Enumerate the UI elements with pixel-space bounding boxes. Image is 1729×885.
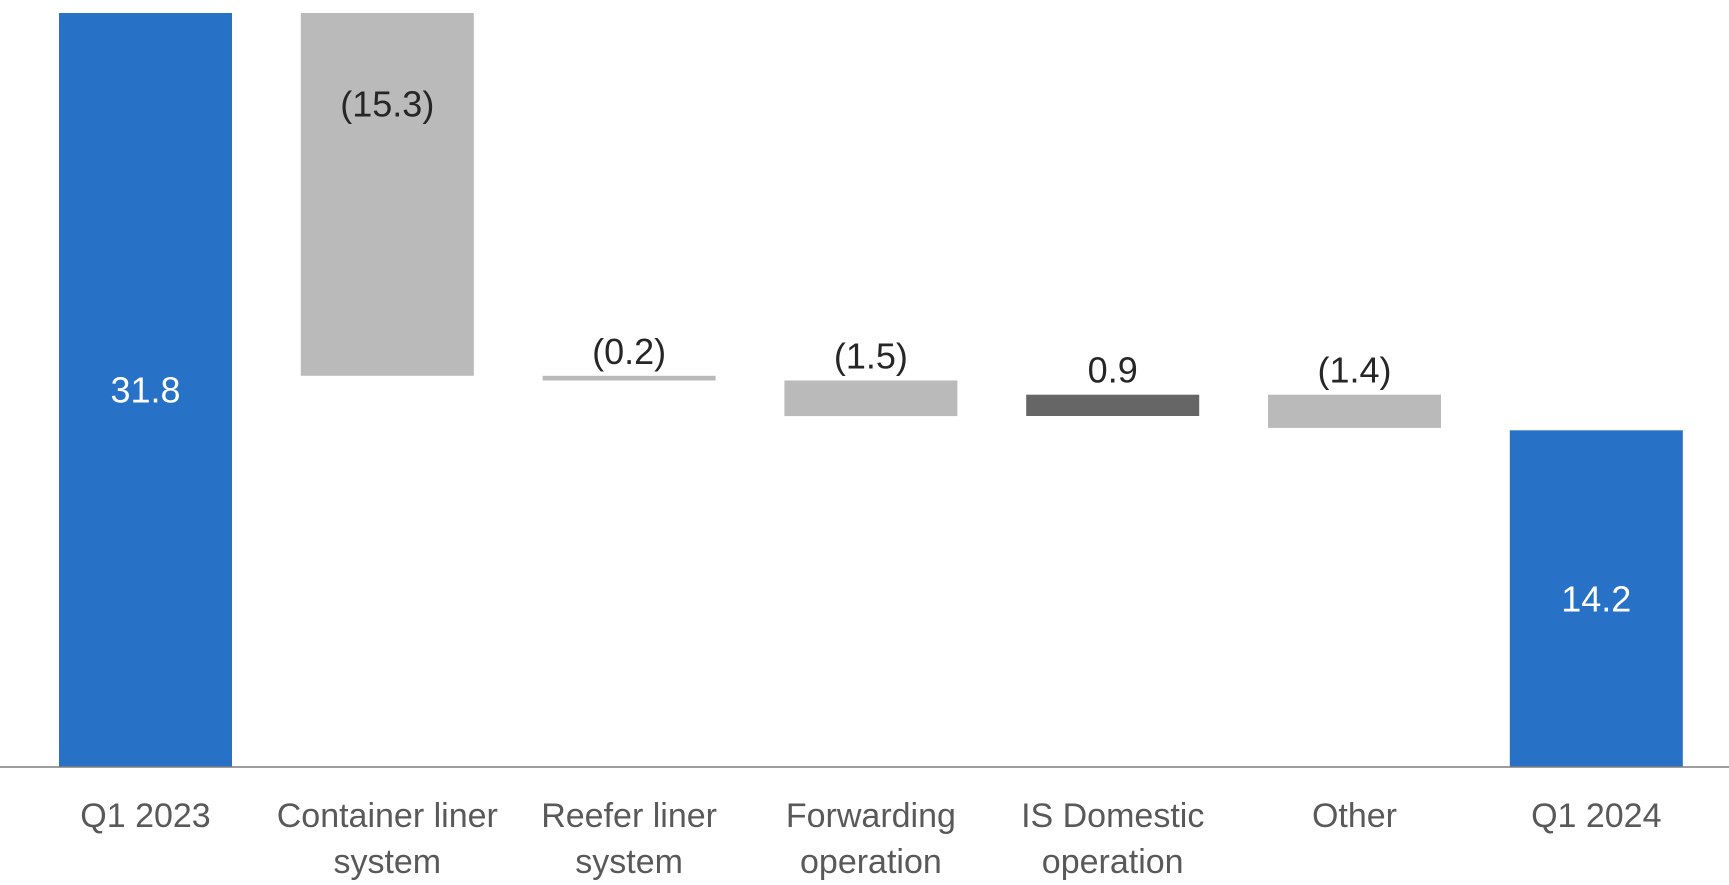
data-label: (0.2) bbox=[592, 331, 666, 372]
category-label: Other bbox=[1312, 797, 1397, 835]
value-label-group: 31.8 (15.3) (0.2) (1.5) 0.9 (1.4) 14.2 bbox=[110, 83, 1631, 619]
total-bar bbox=[1509, 430, 1683, 767]
category-label: system bbox=[333, 843, 441, 880]
decrease-bar bbox=[784, 380, 958, 417]
data-label: 31.8 bbox=[110, 370, 180, 411]
data-label: (1.4) bbox=[1317, 350, 1391, 391]
decrease-bar bbox=[542, 375, 716, 381]
category-label: system bbox=[575, 843, 683, 880]
category-label: IS Domestic bbox=[1021, 797, 1204, 835]
category-label: Q1 2023 bbox=[80, 797, 210, 835]
decrease-bar bbox=[1268, 394, 1441, 428]
category-label: Container liner bbox=[277, 797, 498, 835]
data-label: (15.3) bbox=[340, 83, 434, 124]
data-label: (1.5) bbox=[834, 336, 908, 377]
increase-bar bbox=[1026, 394, 1200, 416]
total-bar bbox=[59, 13, 232, 767]
category-label: operation bbox=[800, 843, 942, 880]
bar-group bbox=[59, 13, 1683, 767]
category-label: Q1 2024 bbox=[1531, 797, 1661, 835]
data-label: 14.2 bbox=[1561, 578, 1631, 619]
category-label: Reefer liner bbox=[541, 797, 717, 835]
data-label: 0.9 bbox=[1088, 350, 1138, 391]
category-label: operation bbox=[1042, 843, 1184, 880]
decrease-bar bbox=[300, 13, 474, 376]
category-label: Forwarding bbox=[786, 797, 956, 835]
category-label-group: Q1 2023 Container liner system Reefer liner… bbox=[80, 797, 1661, 881]
